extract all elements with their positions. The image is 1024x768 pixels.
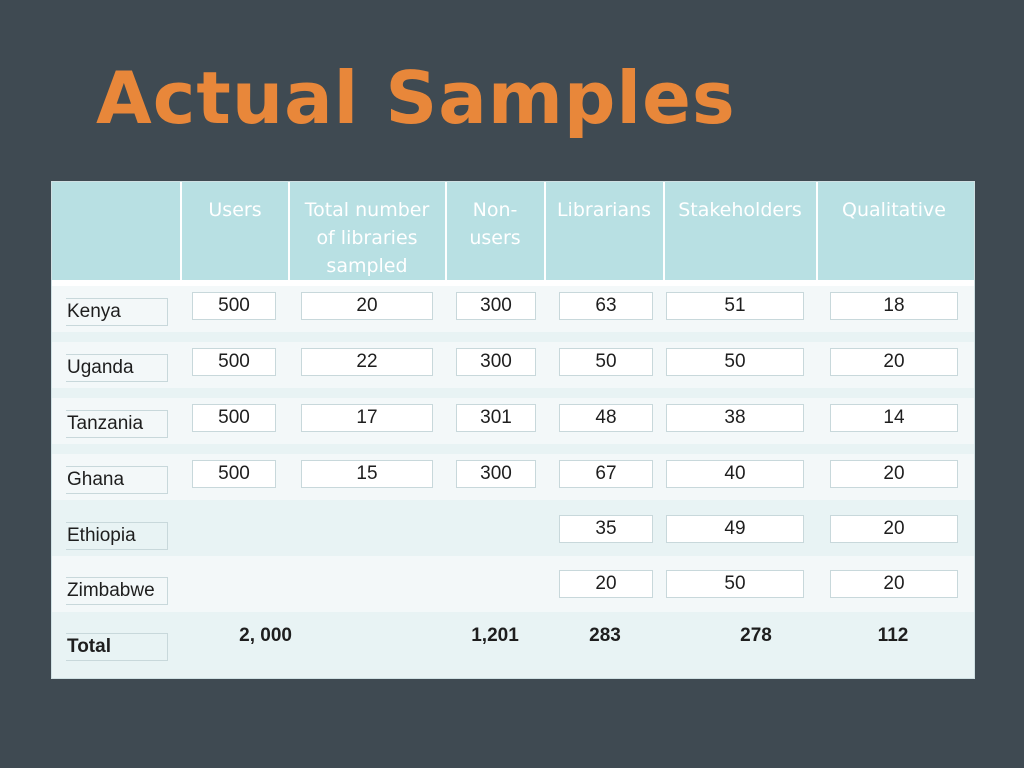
cell-librarians: 20 (559, 570, 653, 598)
samples-table: Users Total number of libraries sampled … (51, 181, 975, 679)
cell-stakeholders: 38 (666, 404, 804, 432)
cell-qualitative: 20 (830, 570, 958, 598)
column-header-stakeholders: Stakeholders (678, 199, 802, 221)
cell-stakeholders: 50 (666, 348, 804, 376)
cell-total-libraries: 17 (301, 404, 433, 432)
cell-librarians: 63 (559, 292, 653, 320)
cell-total-qualitative: 112 (877, 625, 909, 646)
cell-stakeholders: 50 (666, 570, 804, 598)
cell-total-libraries: 22 (301, 348, 433, 376)
cell-total-stakeholders: 278 (740, 625, 772, 646)
cell-librarians: 50 (559, 348, 653, 376)
cell-stakeholders: 40 (666, 460, 804, 488)
cell-users: 500 (192, 460, 276, 488)
cell-stakeholders: 49 (666, 515, 804, 543)
column-header-librarians: Librarians (556, 199, 652, 221)
cell-users: 500 (192, 348, 276, 376)
cell-total-libraries: 20 (301, 292, 433, 320)
row-label-tanzania: Tanzania (66, 410, 168, 438)
cell-non-users: 300 (456, 292, 536, 320)
cell-librarians: 48 (559, 404, 653, 432)
row-label-total: Total (66, 633, 168, 661)
cell-qualitative: 20 (830, 460, 958, 488)
cell-qualitative: 14 (830, 404, 958, 432)
row-label-kenya: Kenya (66, 298, 168, 326)
cell-non-users: 301 (456, 404, 536, 432)
cell-qualitative: 20 (830, 348, 958, 376)
cell-total-librarians: 283 (589, 625, 621, 646)
column-header-users: Users (208, 199, 262, 221)
cell-stakeholders: 51 (666, 292, 804, 320)
cell-qualitative: 18 (830, 292, 958, 320)
cell-users: 500 (192, 292, 276, 320)
cell-non-users: 300 (456, 460, 536, 488)
slide-title: Actual Samples (96, 56, 736, 140)
cell-total-non-users: 1,201 (471, 625, 519, 646)
row-label-ghana: Ghana (66, 466, 168, 494)
column-header-qualitative: Qualitative (842, 199, 946, 221)
column-header-non-users: Non- users (469, 199, 521, 249)
cell-users: 500 (192, 404, 276, 432)
cell-qualitative: 20 (830, 515, 958, 543)
cell-librarians: 67 (559, 460, 653, 488)
cell-total-users: 2, 000 (239, 625, 292, 646)
row-label-zimbabwe: Zimbabwe (66, 577, 168, 605)
cell-non-users: 300 (456, 348, 536, 376)
column-header-total-libraries: Total number of libraries sampled (304, 199, 430, 277)
table-header-band (52, 182, 974, 280)
cell-librarians: 35 (559, 515, 653, 543)
cell-total-libraries: 15 (301, 460, 433, 488)
row-label-uganda: Uganda (66, 354, 168, 382)
row-label-ethiopia: Ethiopia (66, 522, 168, 550)
